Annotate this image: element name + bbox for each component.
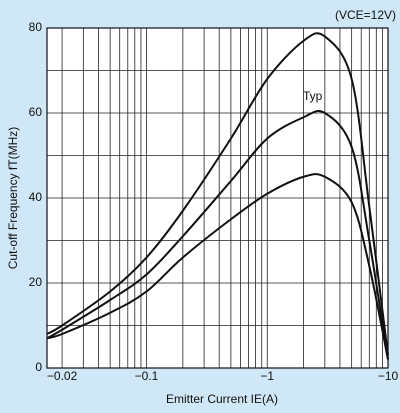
series-label: Typ [303, 89, 323, 103]
x-tick-label: −0.1 [135, 369, 159, 383]
y-tick-label: 60 [29, 105, 43, 119]
x-tick-label: −0.02 [47, 369, 78, 383]
x-tick-label: −10 [378, 369, 399, 383]
plot-border [46, 27, 389, 369]
y-axis-title: Cut-off Frequency fT(MHz) [6, 127, 20, 269]
y-tick-label: 40 [29, 190, 43, 204]
annotation: (VCE=12V) [335, 8, 396, 22]
x-axis-title: Emitter Current IE(A) [166, 392, 278, 406]
x-tick-label: −1 [260, 369, 274, 383]
y-tick-label: 0 [35, 360, 42, 374]
curve [46, 32, 389, 356]
y-tick-label: 20 [29, 275, 43, 289]
curve [46, 173, 389, 360]
curve [46, 109, 389, 360]
y-tick-label: 80 [29, 20, 43, 34]
